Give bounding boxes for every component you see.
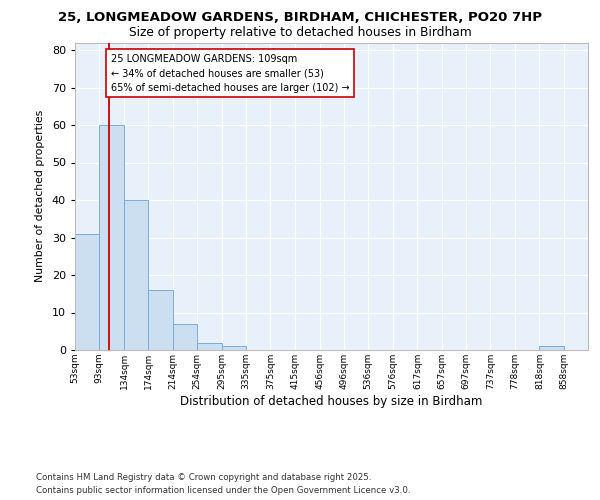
Text: 25 LONGMEADOW GARDENS: 109sqm
← 34% of detached houses are smaller (53)
65% of s: 25 LONGMEADOW GARDENS: 109sqm ← 34% of d… — [111, 54, 349, 92]
Bar — [539, 346, 564, 350]
Bar — [75, 234, 99, 350]
Text: 25, LONGMEADOW GARDENS, BIRDHAM, CHICHESTER, PO20 7HP: 25, LONGMEADOW GARDENS, BIRDHAM, CHICHES… — [58, 11, 542, 24]
Bar — [148, 290, 173, 350]
Y-axis label: Number of detached properties: Number of detached properties — [35, 110, 45, 282]
Text: Size of property relative to detached houses in Birdham: Size of property relative to detached ho… — [128, 26, 472, 39]
Bar — [197, 342, 222, 350]
Bar — [173, 324, 197, 350]
Bar — [124, 200, 148, 350]
Text: Contains HM Land Registry data © Crown copyright and database right 2025.: Contains HM Land Registry data © Crown c… — [36, 472, 371, 482]
Text: Contains public sector information licensed under the Open Government Licence v3: Contains public sector information licen… — [36, 486, 410, 495]
X-axis label: Distribution of detached houses by size in Birdham: Distribution of detached houses by size … — [181, 394, 482, 407]
Bar — [99, 125, 124, 350]
Bar — [222, 346, 246, 350]
